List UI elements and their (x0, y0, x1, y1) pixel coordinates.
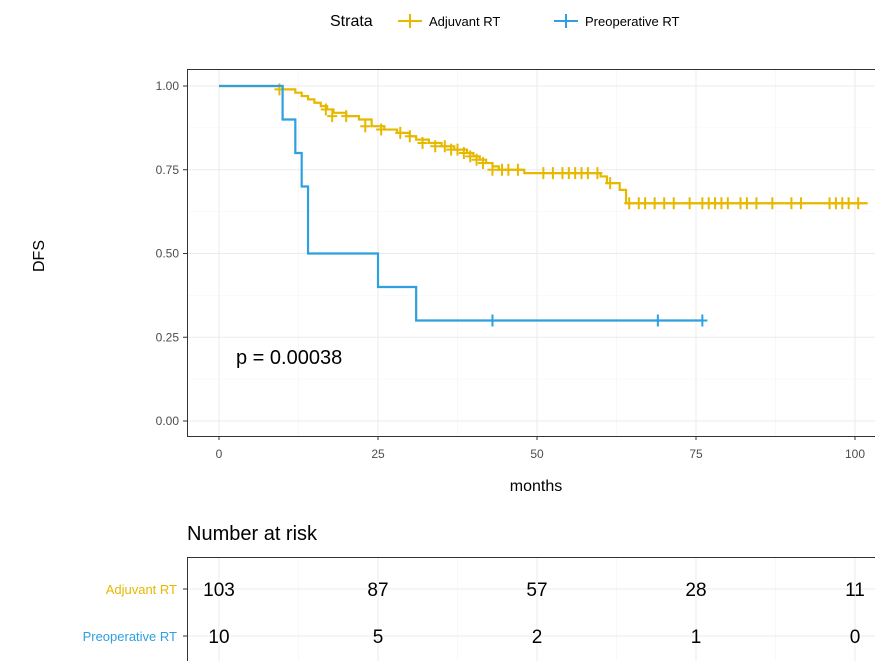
risk-count: 1 (691, 627, 702, 648)
x-axis: 0 25 50 75 100 (216, 436, 865, 461)
plot-panel (187, 69, 875, 436)
censor-mark (487, 163, 498, 176)
y-tick-label: 0.00 (156, 414, 180, 428)
risk-count: 5 (373, 627, 384, 648)
censor-mark (605, 177, 616, 190)
grid-lines (187, 69, 875, 436)
legend-label: Preoperative RT (585, 14, 679, 29)
censor-mark (327, 110, 338, 123)
y-axis-title: DFS (31, 240, 48, 272)
plot-border (187, 69, 875, 437)
series-adjuvant-rt (219, 83, 868, 210)
risk-count: 28 (685, 580, 706, 601)
censor-mark (843, 197, 854, 210)
risk-count: 11 (845, 580, 865, 601)
x-tick-label: 0 (216, 447, 223, 461)
survival-plot: 0 25 50 75 100 0.00 0.25 0.50 0.75 1.00 p = 0.00… (31, 69, 875, 495)
series-layer (219, 83, 868, 327)
censor-mark (430, 140, 441, 153)
censor-mark (439, 140, 450, 153)
risk-grid-lines (187, 557, 875, 661)
censor-mark (404, 130, 415, 143)
censor-mark (477, 157, 488, 170)
censor-mark (722, 197, 733, 210)
x-tick-label: 25 (371, 447, 385, 461)
x-axis-title: months (510, 478, 562, 495)
risk-table-panel (187, 557, 875, 661)
legend-key (554, 14, 578, 28)
y-tick-label: 0.75 (156, 163, 180, 177)
y-tick-label: 0.50 (156, 247, 180, 261)
censor-mark (452, 143, 463, 156)
risk-count: 10 (208, 627, 229, 648)
y-axis: 0.00 0.25 0.50 0.75 1.00 (156, 79, 187, 428)
legend-label: Adjuvant RT (429, 14, 500, 29)
risk-count: 2 (532, 627, 543, 648)
censor-mark (592, 167, 603, 180)
x-tick-label: 50 (530, 447, 544, 461)
censor-mark (649, 197, 660, 210)
censor-mark (395, 126, 406, 139)
legend-item: Preoperative RT (554, 14, 679, 29)
risk-count: 57 (526, 580, 547, 601)
censor-mark (741, 197, 752, 210)
censor-mark (697, 314, 708, 327)
risk-table-border (187, 557, 875, 661)
censor-mark (767, 197, 778, 210)
censor-mark (465, 150, 476, 163)
censor-mark (458, 147, 469, 159)
censor-mark (512, 163, 523, 176)
risk-row-label: Adjuvant RT (106, 582, 177, 597)
risk-row: Preoperative RT 10 5 2 1 0 (83, 627, 861, 648)
censor-mark (786, 197, 797, 210)
censor-mark (471, 153, 482, 166)
censor-mark (417, 136, 428, 149)
censor-mark (487, 314, 498, 327)
censor-mark (684, 197, 695, 210)
censor-mark (376, 123, 387, 136)
legend-key (398, 14, 422, 28)
censor-mark (624, 197, 635, 210)
y-tick-label: 0.25 (156, 330, 180, 344)
censor-mark (659, 197, 670, 210)
survival-curve (219, 84, 868, 205)
x-tick-label: 75 (689, 447, 703, 461)
censor-mark (640, 197, 651, 210)
legend: Strata Adjuvant RT Preoperative RT (330, 13, 679, 30)
legend-title: Strata (330, 13, 373, 30)
censor-mark (341, 110, 352, 123)
censor-mark (503, 163, 514, 176)
censor-mark (320, 103, 331, 116)
risk-table-title: Number at risk (187, 523, 318, 545)
censor-mark (795, 197, 806, 210)
risk-count: 0 (850, 627, 861, 648)
survival-curve (219, 84, 703, 322)
censor-mark (582, 167, 593, 180)
censor-mark (853, 197, 864, 210)
risk-row: Adjuvant RT 103 87 57 28 11 (106, 580, 865, 601)
y-tick-label: 1.00 (156, 79, 180, 93)
risk-count: 87 (367, 580, 388, 601)
risk-table: Number at risk Adjuvant RT 103 87 57 28 11 Pre… (83, 523, 875, 661)
censor-mark (751, 197, 762, 210)
risk-row-label: Preoperative RT (83, 629, 177, 644)
censor-mark (538, 167, 549, 180)
x-tick-label: 100 (845, 447, 865, 461)
p-value-annotation: p = 0.00038 (236, 347, 342, 369)
censor-mark (668, 197, 679, 210)
series-preoperative-rt (219, 84, 708, 327)
legend-item: Adjuvant RT (398, 14, 500, 29)
censor-mark (547, 167, 558, 180)
risk-count: 103 (203, 580, 235, 601)
censor-mark (652, 314, 663, 327)
censor-mark (360, 120, 371, 133)
